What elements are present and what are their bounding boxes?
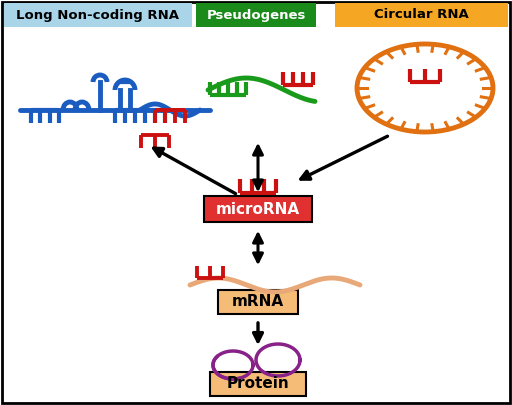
Text: Pseudogenes: Pseudogenes [206,9,306,21]
Text: Long Non-coding RNA: Long Non-coding RNA [16,9,180,21]
Text: Circular RNA: Circular RNA [374,9,468,21]
Bar [4,3,192,27]
Bar [218,290,298,314]
Bar [204,196,312,222]
Text: Protein: Protein [227,377,289,392]
Text: microRNA: microRNA [216,202,300,217]
Text: mRNA: mRNA [232,294,284,309]
Bar [335,3,508,27]
Bar [196,3,316,27]
Bar [210,372,306,396]
